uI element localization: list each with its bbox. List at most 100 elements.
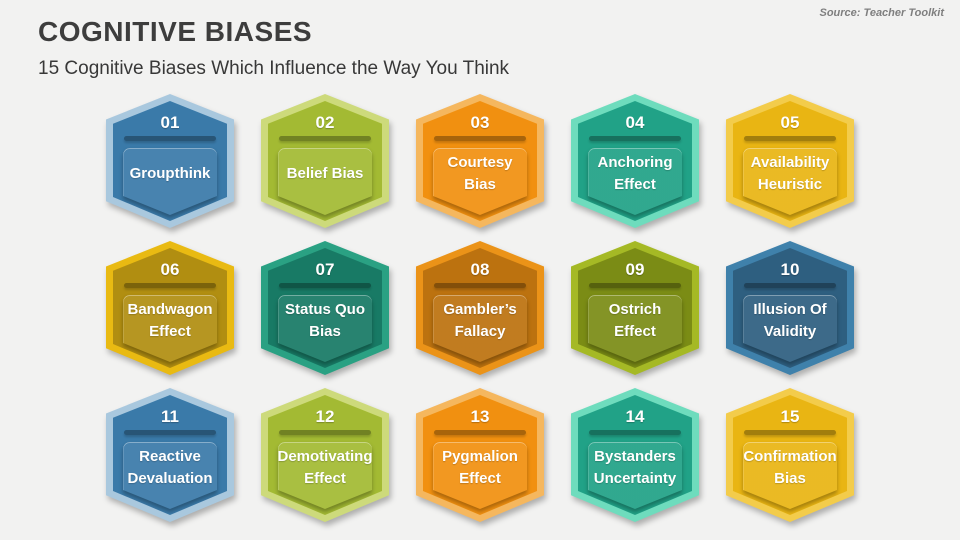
badge-outer-hexagon: 05 Availability Heuristic	[726, 94, 854, 228]
badge-inner-hexagon: 02 Belief Bias	[268, 101, 382, 221]
badge-panel-face: Courtesy Bias	[433, 148, 527, 215]
bias-badge-13: 13 Pygmalion Effect	[416, 388, 544, 522]
badge-label: Gambler’s Fallacy	[443, 300, 517, 340]
badge-divider	[589, 136, 681, 141]
badge-label: Demotivating Effect	[277, 447, 373, 487]
badge-panel: Anchoring Effect	[588, 148, 682, 215]
badge-label: Courtesy Bias	[447, 153, 513, 193]
badge-divider	[744, 136, 836, 141]
badge-label: Belief Bias	[286, 164, 364, 182]
source-credit: Source: Teacher Toolkit	[819, 7, 945, 19]
badge-inner-hexagon: 03 Courtesy Bias	[423, 101, 537, 221]
badge-inner-hexagon: 06 Bandwagon Effect	[113, 248, 227, 368]
badge-outer-hexagon: 14 Bystanders Uncertainty	[571, 388, 699, 522]
badge-panel-face: Status Quo Bias	[278, 295, 372, 362]
badge-label: Confirmation Bias	[743, 447, 837, 487]
badge-outer-hexagon: 09 Ostrich Effect	[571, 241, 699, 375]
badge-panel-face: Pygmalion Effect	[433, 442, 527, 509]
badge-label: Bystanders Uncertainty	[593, 447, 677, 487]
badge-inner-hexagon: 04 Anchoring Effect	[578, 101, 692, 221]
badge-label: Reactive Devaluation	[127, 447, 213, 487]
badge-label: Availability Heuristic	[750, 153, 830, 193]
badge-label: Illusion Of Validity	[753, 300, 827, 340]
badge-panel-face: Reactive Devaluation	[123, 442, 217, 509]
bias-badge-03: 03 Courtesy Bias	[416, 94, 544, 228]
page-title: COGNITIVE BIASES	[38, 16, 313, 47]
badge-inner-hexagon: 05 Availability Heuristic	[733, 101, 847, 221]
badge-panel: Gambler’s Fallacy	[433, 295, 527, 362]
badge-outer-hexagon: 11 Reactive Devaluation	[106, 388, 234, 522]
badge-panel: Groupthink	[123, 148, 217, 215]
badge-panel: Demotivating Effect	[278, 442, 372, 509]
badge-outer-hexagon: 13 Pygmalion Effect	[416, 388, 544, 522]
bias-badge-05: 05 Availability Heuristic	[726, 94, 854, 228]
badge-label: Ostrich Effect	[608, 300, 662, 340]
bias-badge-02: 02 Belief Bias	[261, 94, 389, 228]
bias-badge-04: 04 Anchoring Effect	[571, 94, 699, 228]
page-subtitle: 15 Cognitive Biases Which Influence the …	[38, 58, 510, 79]
badge-panel-face: Groupthink	[123, 148, 217, 215]
badge-number: 13	[470, 407, 490, 426]
badge-inner-hexagon: 13 Pygmalion Effect	[423, 395, 537, 515]
bias-badge-07: 07 Status Quo Bias	[261, 241, 389, 375]
badge-number: 08	[470, 260, 490, 279]
badge-label: Groupthink	[129, 164, 211, 182]
badge-outer-hexagon: 12 Demotivating Effect	[261, 388, 389, 522]
badge-panel-face: Anchoring Effect	[588, 148, 682, 215]
badge-label: Bandwagon Effect	[127, 300, 213, 340]
badge-inner-hexagon: 15 Confirmation Bias	[733, 395, 847, 515]
badge-panel: Pygmalion Effect	[433, 442, 527, 509]
badge-panel-face: Confirmation Bias	[743, 442, 837, 509]
badge-panel-face: Gambler’s Fallacy	[433, 295, 527, 362]
badge-panel-face: Belief Bias	[278, 148, 372, 215]
bias-badge-12: 12 Demotivating Effect	[261, 388, 389, 522]
badge-panel-face: Illusion Of Validity	[743, 295, 837, 362]
badge-number: 04	[625, 113, 645, 132]
badge-inner-hexagon: 08 Gambler’s Fallacy	[423, 248, 537, 368]
badge-panel-face: Availability Heuristic	[743, 148, 837, 215]
badge-divider	[589, 430, 681, 435]
badge-divider	[744, 283, 836, 288]
badge-number: 03	[470, 113, 490, 132]
badge-outer-hexagon: 06 Bandwagon Effect	[106, 241, 234, 375]
badge-inner-hexagon: 01 Groupthink	[113, 101, 227, 221]
badge-outer-hexagon: 02 Belief Bias	[261, 94, 389, 228]
badge-divider	[434, 283, 526, 288]
badge-outer-hexagon: 04 Anchoring Effect	[571, 94, 699, 228]
badge-divider	[124, 136, 216, 141]
badge-panel: Belief Bias	[278, 148, 372, 215]
bias-badge-10: 10 Illusion Of Validity	[726, 241, 854, 375]
badge-panel: Illusion Of Validity	[743, 295, 837, 362]
bias-badge-11: 11 Reactive Devaluation	[106, 388, 234, 522]
badge-inner-hexagon: 12 Demotivating Effect	[268, 395, 382, 515]
badge-inner-hexagon: 11 Reactive Devaluation	[113, 395, 227, 515]
badge-divider	[279, 430, 371, 435]
bias-badge-15: 15 Confirmation Bias	[726, 388, 854, 522]
badge-outer-hexagon: 10 Illusion Of Validity	[726, 241, 854, 375]
badge-panel: Courtesy Bias	[433, 148, 527, 215]
badge-number: 15	[780, 407, 800, 426]
badge-label: Pygmalion Effect	[442, 447, 518, 487]
badge-label: Status Quo Bias	[284, 300, 365, 340]
badge-panel: Bystanders Uncertainty	[588, 442, 682, 509]
badge-outer-hexagon: 08 Gambler’s Fallacy	[416, 241, 544, 375]
badge-panel: Availability Heuristic	[743, 148, 837, 215]
badge-inner-hexagon: 14 Bystanders Uncertainty	[578, 395, 692, 515]
badge-outer-hexagon: 07 Status Quo Bias	[261, 241, 389, 375]
badge-panel-face: Demotivating Effect	[278, 442, 372, 509]
bias-badge-09: 09 Ostrich Effect	[571, 241, 699, 375]
badge-inner-hexagon: 09 Ostrich Effect	[578, 248, 692, 368]
badge-number: 05	[780, 113, 800, 132]
badge-outer-hexagon: 03 Courtesy Bias	[416, 94, 544, 228]
badge-divider	[434, 430, 526, 435]
badge-divider	[279, 283, 371, 288]
badge-panel: Status Quo Bias	[278, 295, 372, 362]
badge-inner-hexagon: 10 Illusion Of Validity	[733, 248, 847, 368]
bias-badge-01: 01 Groupthink	[106, 94, 234, 228]
badge-panel: Confirmation Bias	[743, 442, 837, 509]
badge-divider	[589, 283, 681, 288]
badge-number: 11	[161, 407, 179, 426]
badge-number: 02	[315, 113, 335, 132]
badge-outer-hexagon: 01 Groupthink	[106, 94, 234, 228]
